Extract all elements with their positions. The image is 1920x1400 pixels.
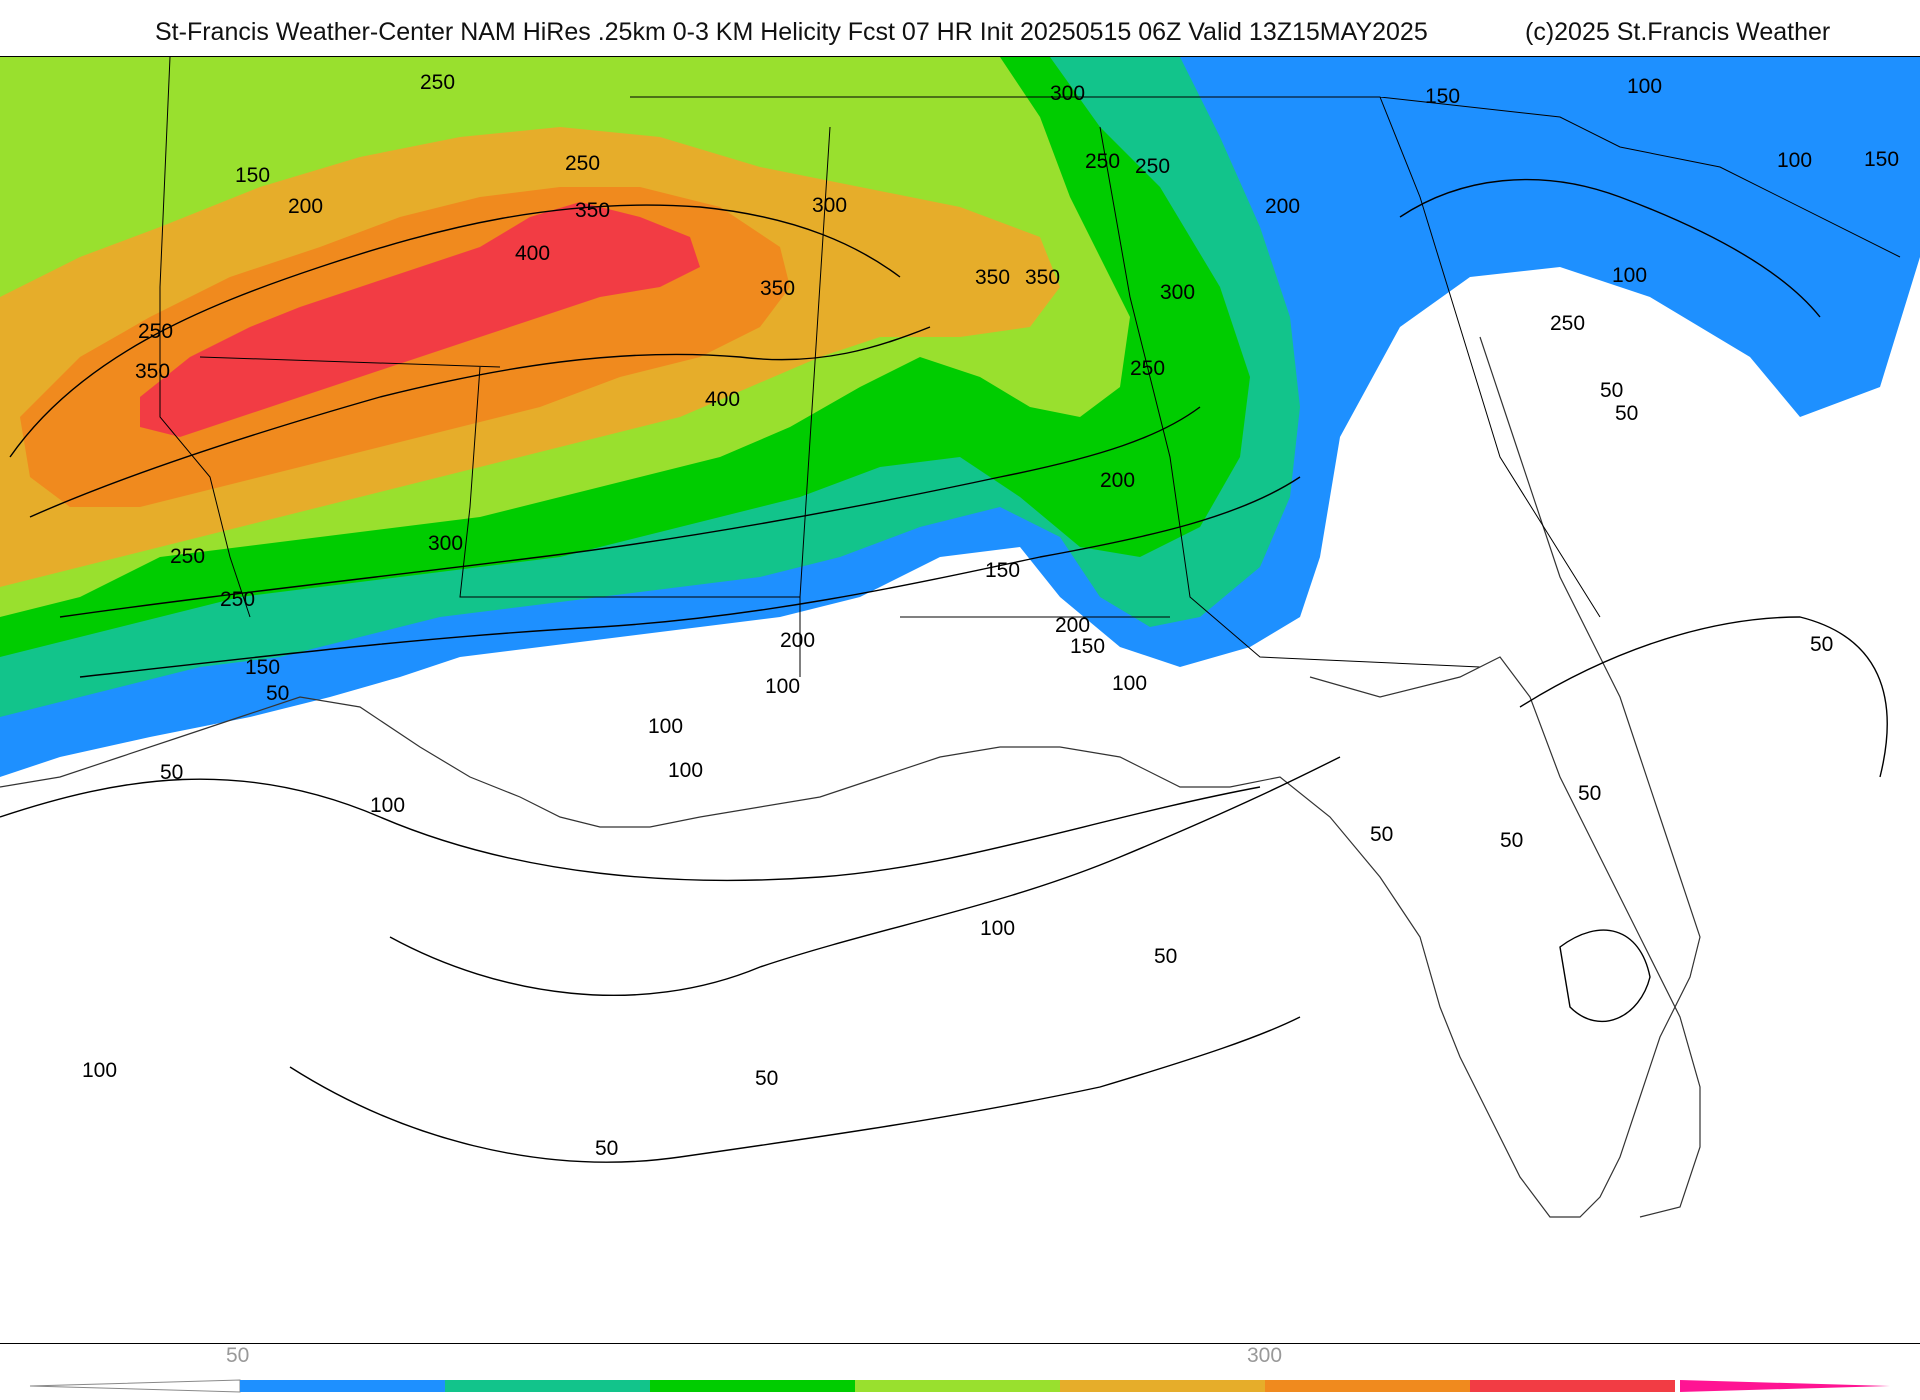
contour-label: 250 bbox=[170, 545, 205, 568]
contour-label: 250 bbox=[420, 71, 455, 94]
legend-swatch bbox=[1265, 1380, 1470, 1392]
contour-label: 250 bbox=[1135, 155, 1170, 178]
contour-label: 100 bbox=[1777, 149, 1812, 172]
contour-label: 250 bbox=[1550, 312, 1585, 335]
legend-swatches bbox=[240, 1380, 1675, 1392]
contour-label: 50 bbox=[1500, 829, 1523, 852]
contour-label: 200 bbox=[1100, 469, 1135, 492]
legend-arrow-right bbox=[1680, 1380, 1890, 1392]
contour-label: 150 bbox=[985, 559, 1020, 582]
legend-arrow-left bbox=[29, 1379, 241, 1393]
contour-label: 100 bbox=[765, 675, 800, 698]
contour-label: 350 bbox=[975, 266, 1010, 289]
legend-swatch bbox=[1470, 1380, 1675, 1392]
coastline-boundaries bbox=[0, 57, 1901, 1218]
contour-label: 300 bbox=[428, 532, 463, 555]
contour-label: 350 bbox=[1025, 266, 1060, 289]
contour-label: 350 bbox=[760, 277, 795, 300]
contour-label: 250 bbox=[138, 320, 173, 343]
contour-line bbox=[389, 756, 1341, 997]
contour-label: 100 bbox=[1627, 75, 1662, 98]
contour-label: 50 bbox=[1810, 633, 1833, 656]
contour-label: 200 bbox=[288, 195, 323, 218]
contour-label: 50 bbox=[1600, 379, 1623, 402]
helicity-map: 250 250 150 200 250 350 400 300 350 300 250 350 350 2… bbox=[0, 56, 1920, 1344]
contour-line bbox=[29, 326, 931, 518]
legend-swatch bbox=[855, 1380, 1060, 1392]
helicity-contours bbox=[0, 178, 1888, 1163]
copyright-text: (c)2025 St.Francis Weather bbox=[1525, 18, 1831, 46]
contour-label: 100 bbox=[648, 715, 683, 738]
contour-label: 250 bbox=[565, 152, 600, 175]
gulf-coastline bbox=[0, 336, 1701, 1218]
contour-label: 100 bbox=[980, 917, 1015, 940]
contour-label: 50 bbox=[1615, 402, 1638, 425]
contour-line bbox=[1559, 929, 1651, 1023]
contour-label: 100 bbox=[370, 794, 405, 817]
contour-label: 100 bbox=[668, 759, 703, 782]
legend-tick-label: 50 bbox=[226, 1344, 250, 1367]
map-title: St-Francis Weather-Center NAM HiRes .25k… bbox=[155, 18, 1428, 46]
contour-label: 250 bbox=[1130, 357, 1165, 380]
helicity-band-red bbox=[140, 202, 700, 437]
contour-label: 300 bbox=[1160, 281, 1195, 304]
contour-label: 150 bbox=[245, 656, 280, 679]
contour-line bbox=[79, 476, 1301, 678]
contour-label: 300 bbox=[812, 194, 847, 217]
legend-colorbar bbox=[29, 1379, 1890, 1393]
contour-label: 100 bbox=[1112, 672, 1147, 695]
contour-label: 250 bbox=[1085, 150, 1120, 173]
contour-label: 200 bbox=[1055, 614, 1090, 637]
contour-label: 150 bbox=[1070, 635, 1105, 658]
contour-label: 250 bbox=[220, 588, 255, 611]
contour-line bbox=[1519, 616, 1888, 778]
contour-line bbox=[9, 204, 901, 458]
contour-label: 50 bbox=[160, 761, 183, 784]
contour-label: 50 bbox=[755, 1067, 778, 1090]
contour-label: 350 bbox=[575, 199, 610, 222]
map-title-bar: St-Francis Weather-Center NAM HiRes .25k… bbox=[0, 14, 1920, 54]
contour-label: 150 bbox=[235, 164, 270, 187]
contour-label: 400 bbox=[515, 242, 550, 265]
contour-label: 100 bbox=[82, 1059, 117, 1082]
helicity-map-svg: 2502501502002503504003003503002503503502… bbox=[0, 57, 1920, 1343]
color-legend: 50 300 bbox=[0, 1342, 1920, 1400]
legend-swatch bbox=[240, 1380, 445, 1392]
contour-label: 150 bbox=[1864, 148, 1899, 171]
legend-swatch bbox=[445, 1380, 650, 1392]
legend-tick-label: 300 bbox=[1247, 1344, 1283, 1367]
contour-label: 200 bbox=[780, 629, 815, 652]
contour-label: 350 bbox=[135, 360, 170, 383]
contour-line bbox=[59, 406, 1201, 618]
legend-swatch bbox=[650, 1380, 855, 1392]
contour-label: 50 bbox=[1370, 823, 1393, 846]
contour-line bbox=[0, 778, 1261, 882]
contour-label: 300 bbox=[1050, 82, 1085, 105]
legend-swatch bbox=[1060, 1380, 1265, 1392]
florida-outline bbox=[1309, 656, 1701, 1218]
contour-label: 400 bbox=[705, 388, 740, 411]
contour-line bbox=[289, 1016, 1301, 1163]
contour-label: 50 bbox=[266, 682, 289, 705]
contour-labels: 2502501502002503504003003503002503503502… bbox=[82, 71, 1899, 1160]
contour-label: 50 bbox=[1154, 945, 1177, 968]
contour-label: 100 bbox=[1612, 264, 1647, 287]
contour-label: 200 bbox=[1265, 195, 1300, 218]
contour-line bbox=[1399, 178, 1821, 318]
contour-label: 150 bbox=[1425, 85, 1460, 108]
contour-label: 50 bbox=[595, 1137, 618, 1160]
contour-label: 50 bbox=[1578, 782, 1601, 805]
